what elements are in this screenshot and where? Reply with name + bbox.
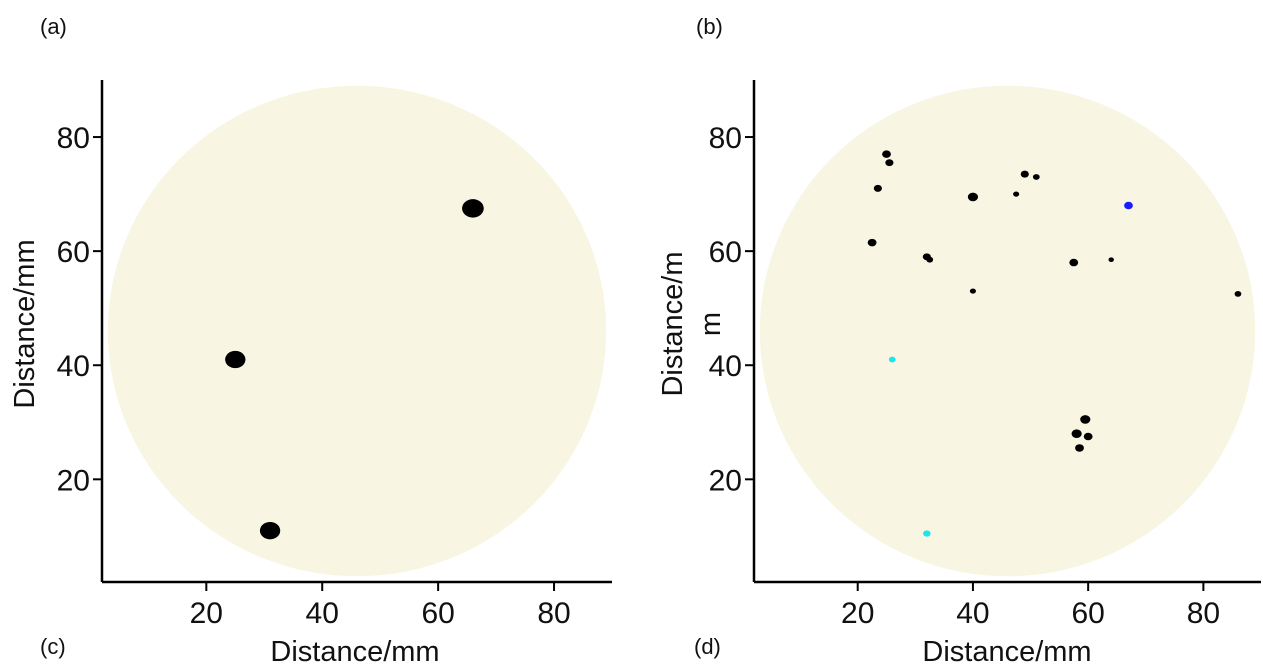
sample-disk (759, 85, 1256, 577)
panel-label-b: (b) (696, 14, 723, 39)
y-tick-label: 60 (709, 236, 742, 269)
left-scatter-panel: 20 40 60 80 20 40 60 80 Distance/mm Distance/mm (9, 80, 612, 668)
scatter-point (969, 288, 976, 294)
right-scatter-panel: 20 40 60 80 20 40 60 80 Distance/mm Distance/m m (657, 80, 1261, 668)
y-tick-label: 40 (57, 350, 90, 383)
x-tick-label: 60 (421, 597, 454, 630)
scatter-point (882, 150, 891, 158)
scatter-point (1020, 170, 1029, 178)
panel-label-c: (c) (40, 634, 66, 659)
scatter-point (1071, 429, 1082, 439)
x-tick-label: 20 (841, 597, 874, 630)
y-axis-title: Distance/mm (9, 239, 41, 408)
panel-label-a: (a) (40, 14, 67, 39)
scatter-point (885, 159, 894, 167)
x-axis-title: Distance/mm (922, 636, 1091, 668)
panel-label-d: (d) (694, 634, 721, 659)
scatter-point (1234, 291, 1242, 297)
scatter-point (1032, 174, 1040, 180)
sample-disk (107, 85, 607, 577)
y-tick-label: 20 (709, 464, 742, 497)
scatter-point (462, 199, 484, 218)
y-axis-title-line: m (695, 312, 727, 336)
x-tick-label: 20 (190, 597, 223, 630)
scatter-point (259, 521, 281, 540)
x-tick-label: 80 (1187, 597, 1220, 630)
y-tick-label: 40 (709, 350, 742, 383)
y-tick-label: 80 (57, 122, 90, 155)
scatter-point (1069, 258, 1079, 267)
x-axis-title: Distance/mm (270, 636, 439, 668)
x-tick-label: 60 (1071, 597, 1104, 630)
scatter-point (867, 238, 877, 247)
x-tick-label: 40 (956, 597, 989, 630)
scatter-point (1108, 257, 1114, 263)
y-axis-title-line: Distance/m (657, 251, 689, 396)
scatter-point (923, 530, 931, 537)
scatter-point (1080, 415, 1091, 424)
scatter-point (1083, 432, 1093, 441)
scatter-point (225, 350, 246, 369)
scatter-point (1075, 444, 1084, 452)
scatter-point (873, 184, 882, 192)
x-tick-label: 80 (537, 597, 570, 630)
x-tick-label: 40 (306, 597, 339, 630)
scatter-point (888, 356, 896, 363)
y-tick-label: 20 (57, 464, 90, 497)
scatter-point (926, 256, 934, 263)
scatter-point (1124, 201, 1133, 210)
scatter-point (1013, 191, 1020, 197)
y-tick-label: 80 (709, 122, 742, 155)
scatter-point (967, 192, 979, 202)
y-tick-label: 60 (57, 236, 90, 269)
